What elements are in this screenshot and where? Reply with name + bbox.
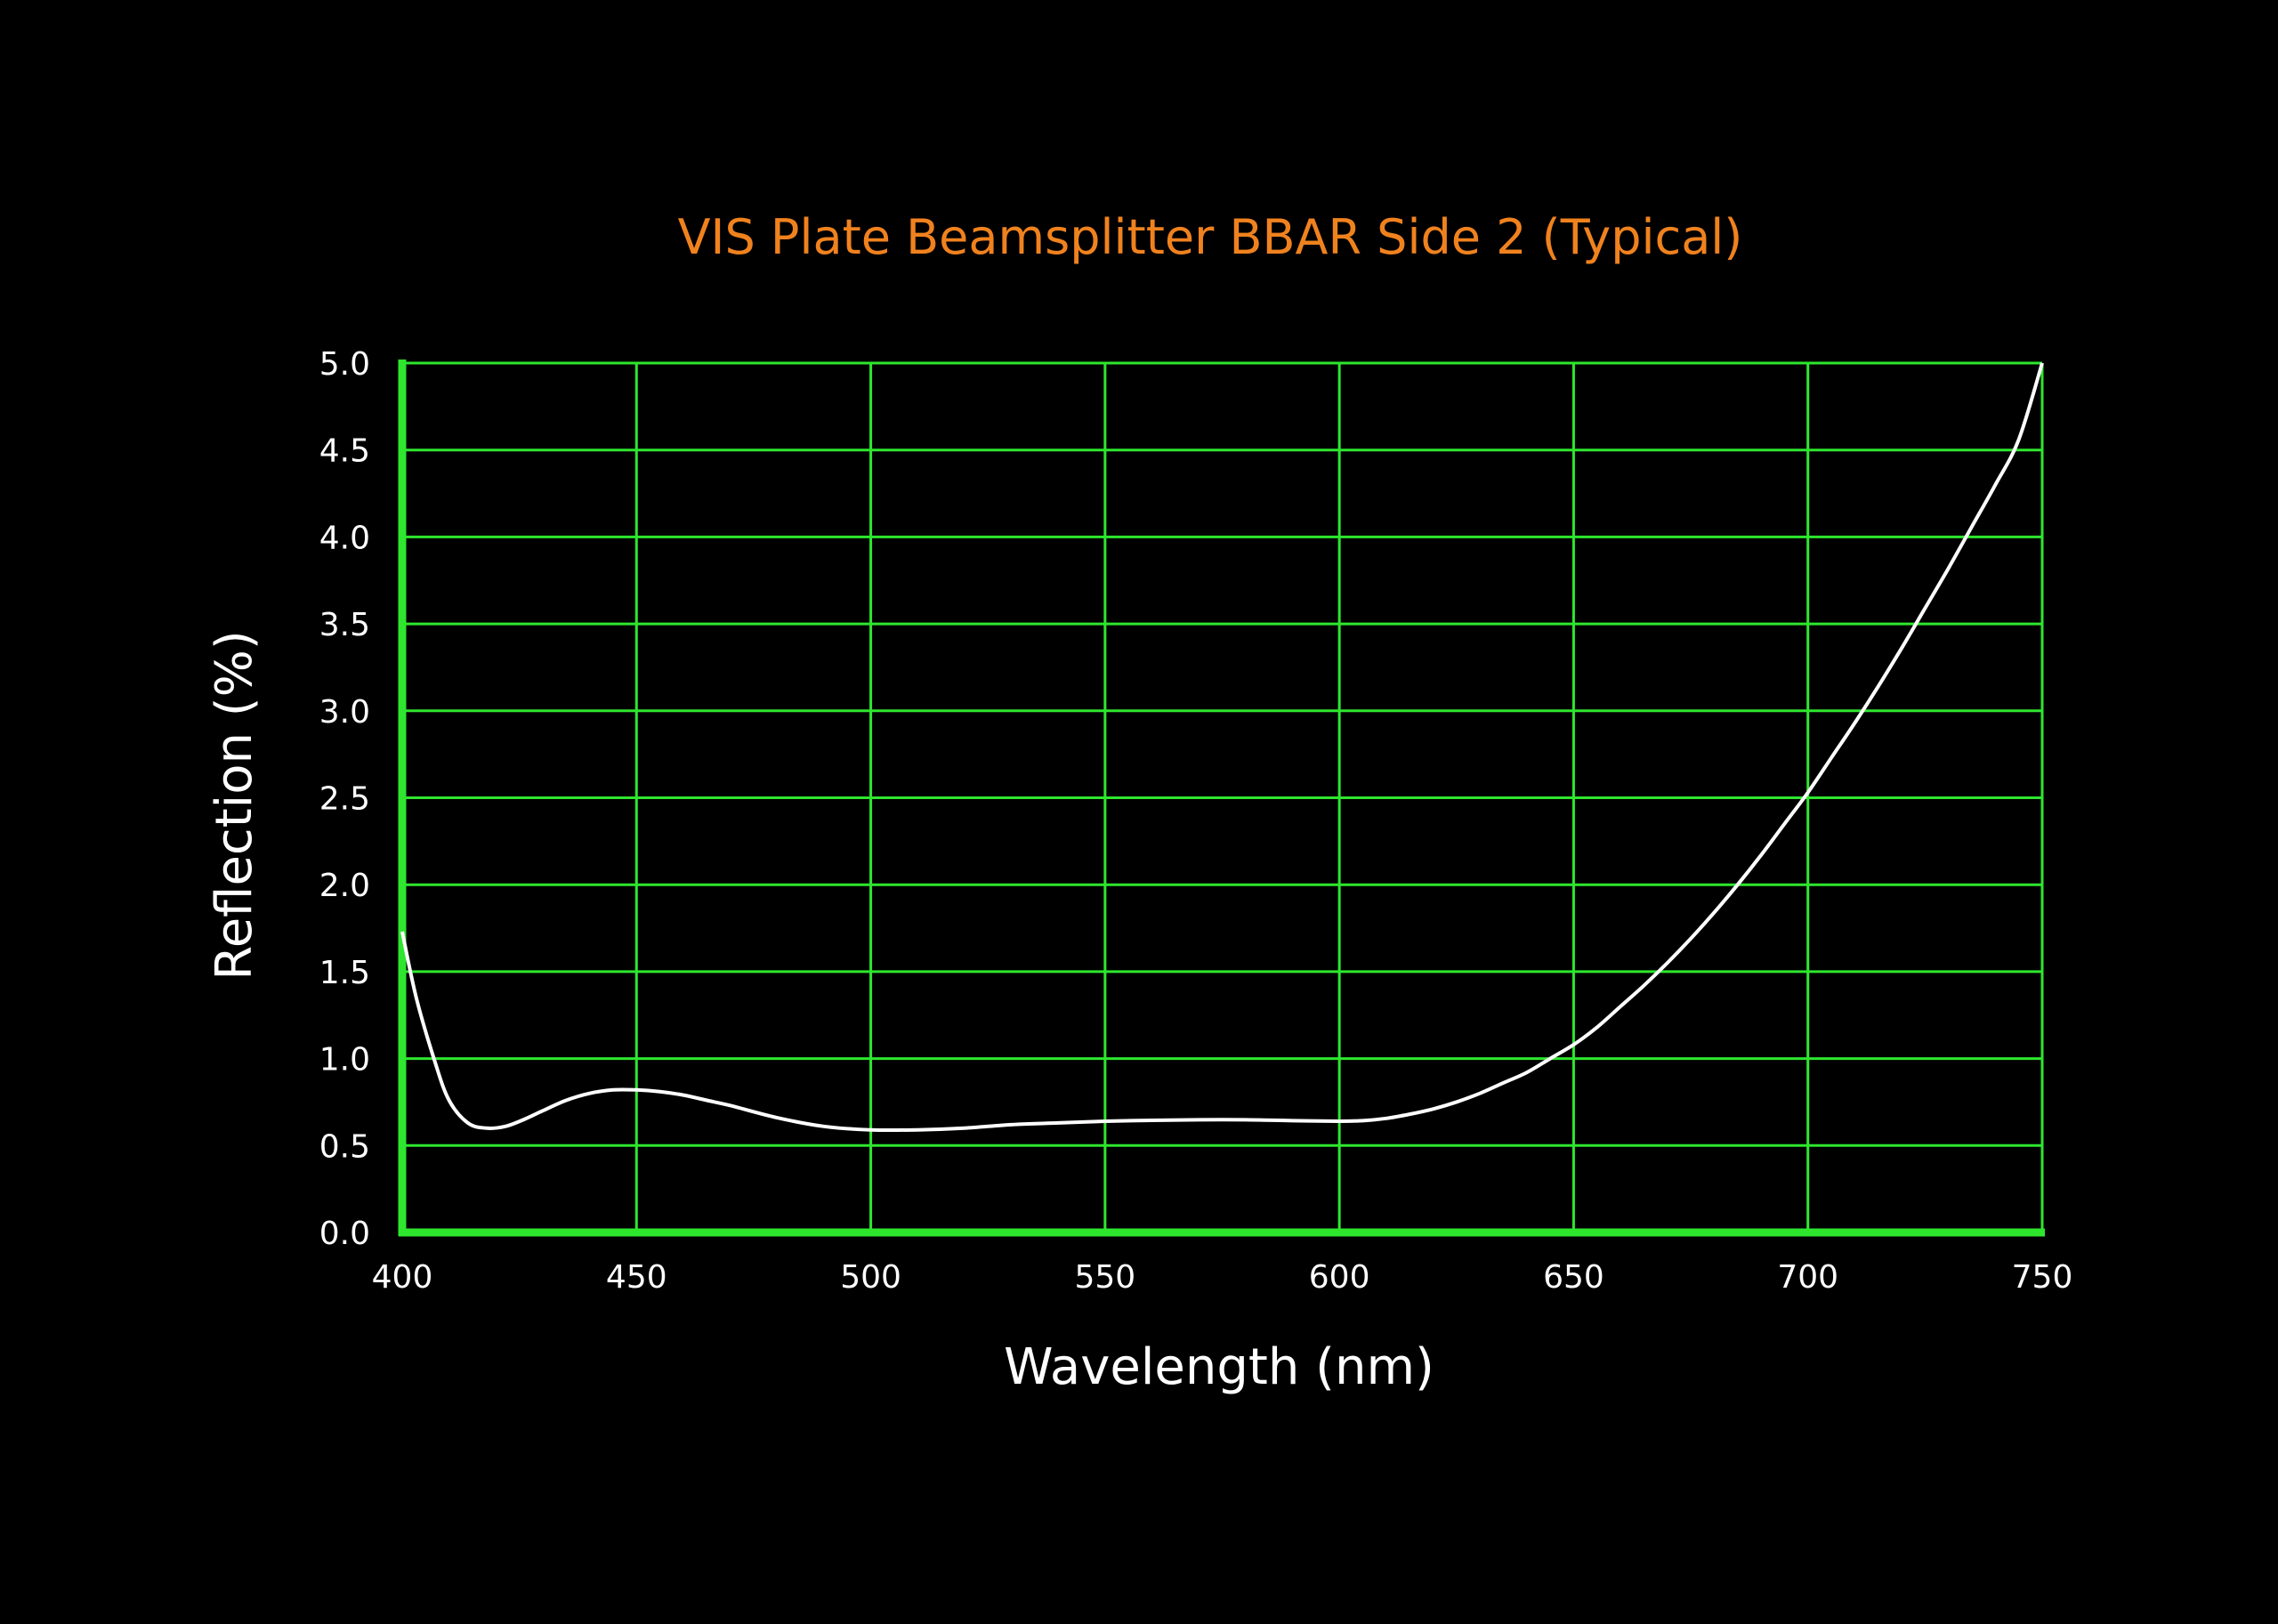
y-tick-label: 4.0 — [319, 520, 370, 556]
x-axis-label: Wavelength (nm) — [1004, 1338, 1434, 1396]
y-tick-label: 1.0 — [319, 1042, 370, 1079]
x-tick-label: 550 — [1074, 1259, 1135, 1296]
y-tick-label: 2.5 — [319, 781, 370, 818]
series-line-0 — [400, 362, 2044, 1133]
y-tick-label: 3.0 — [319, 694, 370, 731]
x-tick-labels: 400 450 500 550 600 650 700 750 — [372, 1259, 2073, 1296]
axes — [398, 360, 2045, 1237]
x-tick-label: 450 — [606, 1259, 667, 1296]
x-tick-label: 650 — [1543, 1259, 1604, 1296]
y-tick-label: 5.0 — [319, 346, 370, 383]
y-tick-label: 0.5 — [319, 1128, 370, 1165]
y-tick-label: 2.0 — [319, 868, 370, 904]
x-tick-label: 750 — [2012, 1259, 2073, 1296]
y-axis-label: Reflection (%) — [206, 630, 263, 980]
y-tick-labels: 0.0 0.5 1.0 1.5 2.0 2.5 3.0 3.5 4.0 4.5 5.0 — [319, 346, 370, 1252]
y-tick-label: 1.5 — [319, 955, 370, 991]
series — [400, 362, 2044, 1133]
y-tick-label: 4.5 — [319, 433, 370, 470]
y-tick-label: 3.5 — [319, 607, 370, 643]
x-tick-label: 500 — [840, 1259, 901, 1296]
x-tick-label: 700 — [1777, 1259, 1838, 1296]
x-tick-label: 600 — [1309, 1259, 1370, 1296]
y-tick-label: 0.0 — [319, 1216, 370, 1252]
x-tick-label: 400 — [372, 1259, 433, 1296]
chart-title: VIS Plate Beamsplitter BBAR Side 2 (Typi… — [678, 209, 1743, 265]
